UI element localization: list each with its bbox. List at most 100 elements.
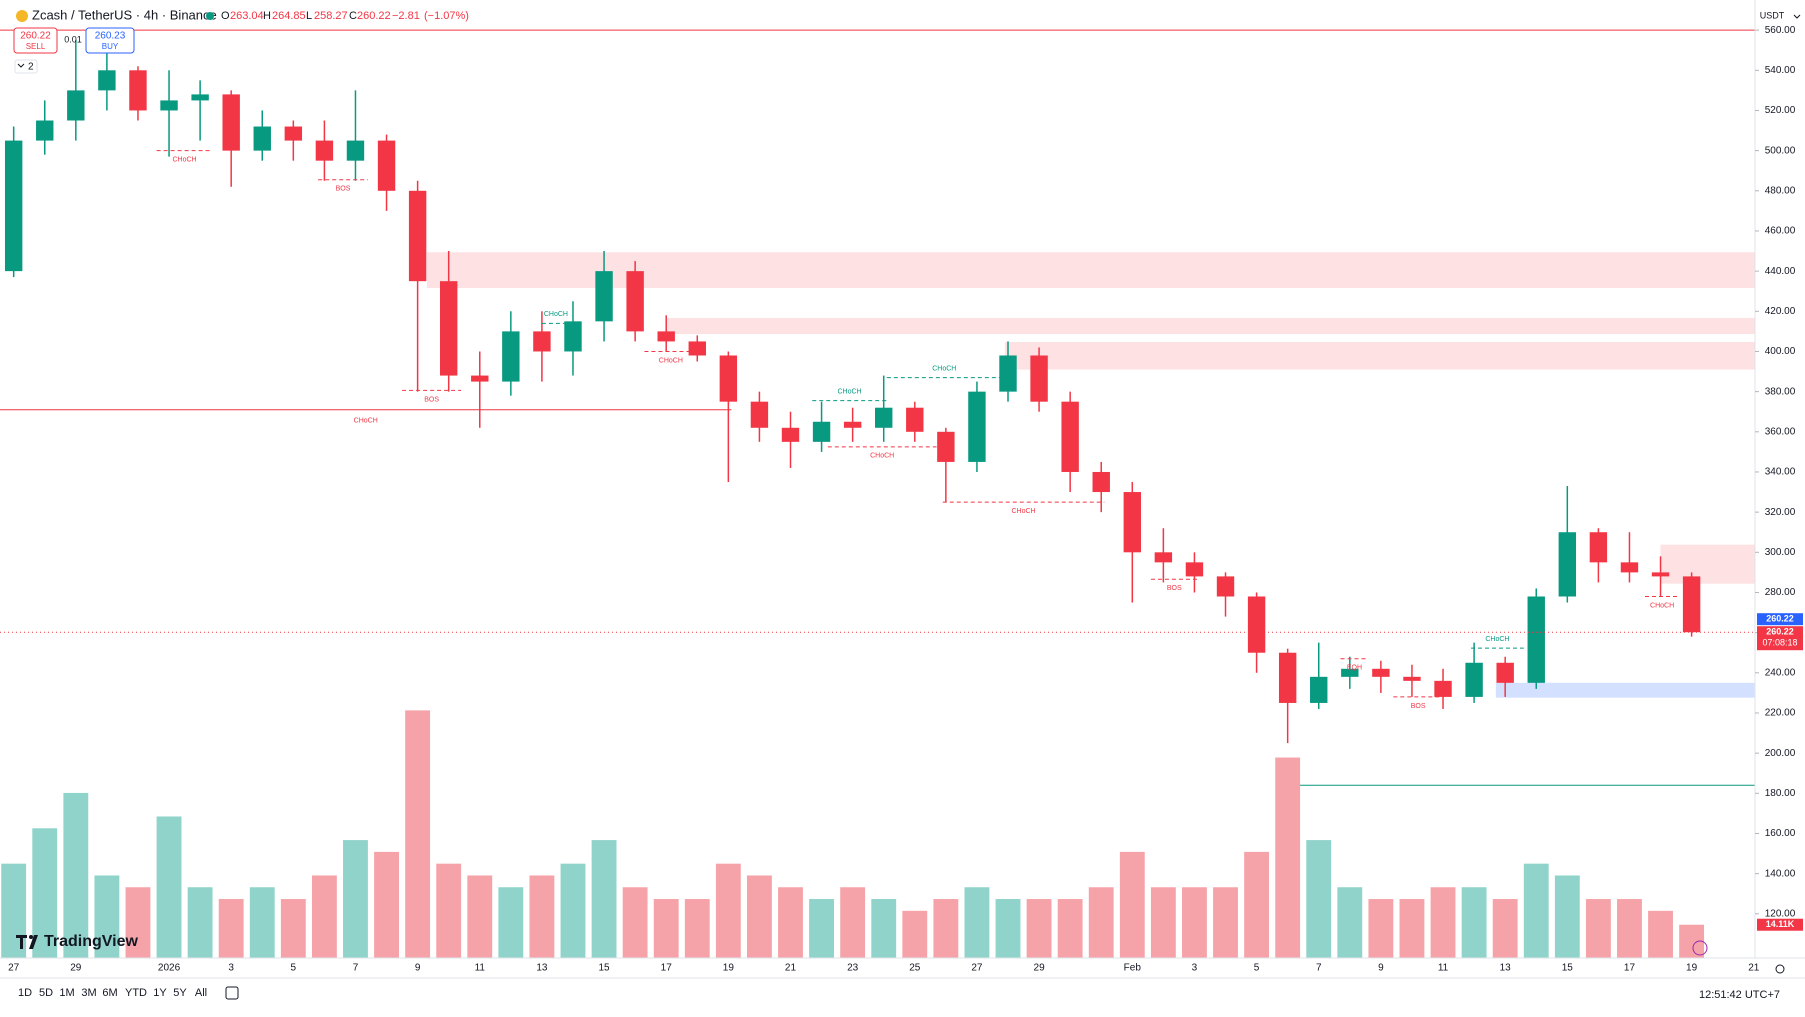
high-value: 264.85 (272, 10, 306, 22)
x-tick-label: 29 (1034, 963, 1046, 974)
x-tick-label: 5 (1254, 963, 1260, 974)
timeframe-button[interactable]: All (195, 987, 207, 999)
sell-button[interactable] (13, 27, 58, 54)
y-tick-label: 120.00 (1765, 908, 1796, 919)
spread: 0.01 (64, 34, 82, 44)
status-dot (206, 12, 214, 20)
volume-bar (280, 899, 306, 958)
candle-body (502, 331, 520, 382)
structure-label: BOS (336, 186, 351, 193)
currency[interactable]: USDT (1760, 10, 1785, 20)
candle-body (564, 321, 582, 352)
candle-body (1651, 572, 1670, 577)
structure-label: CHoCH (1011, 508, 1035, 515)
candle-body (1030, 355, 1048, 402)
sell-label[interactable]: SELL (26, 42, 46, 51)
timeframe-button[interactable]: 1M (59, 987, 74, 999)
date-range-icon[interactable] (225, 986, 239, 1000)
y-tick-label: 240.00 (1765, 667, 1796, 678)
timeframe-button[interactable]: 5Y (173, 987, 187, 999)
zone (1004, 342, 1755, 370)
y-tick-label: 440.00 (1765, 266, 1796, 277)
buy-label[interactable]: BUY (102, 42, 119, 51)
candle-body (377, 140, 396, 191)
volume-bar (1213, 887, 1238, 958)
timeframe-button[interactable]: 1D (18, 987, 32, 999)
volume-bar (1119, 851, 1145, 958)
y-tick-label: 280.00 (1765, 587, 1796, 598)
volume-bar (436, 863, 462, 958)
timeframe-button[interactable]: YTD (125, 987, 147, 999)
candle-body (781, 427, 800, 442)
y-tick-label: 220.00 (1765, 708, 1796, 719)
timeframe-button[interactable]: 6M (102, 987, 117, 999)
structure-label: CHoCH (173, 156, 197, 163)
zone (1660, 544, 1755, 584)
volume-bar (187, 887, 213, 958)
buy-button[interactable] (85, 27, 135, 54)
candle-body (595, 271, 613, 322)
structure-label: CHoCH (659, 357, 683, 364)
settings-icon[interactable] (1775, 964, 1785, 974)
timeframe-button[interactable]: 1Y (153, 987, 167, 999)
plot: CHoCH CHoCH BOS BOS CHoCH CHoCH CHoCH CHoCH CHoC… (0, 29, 1756, 958)
volume-bar (374, 851, 399, 958)
candle-body (253, 126, 271, 151)
y-tick-label: 200.00 (1765, 748, 1796, 759)
x-tick-label: 3 (228, 963, 234, 974)
x-tick-label: 5 (291, 963, 297, 974)
y-tick-label: 420.00 (1765, 306, 1796, 317)
open-label: O (221, 10, 230, 22)
volume-bar (1057, 899, 1083, 958)
y-tick-label: 160.00 (1765, 828, 1796, 839)
structure-label: CHoCH (544, 311, 568, 318)
x-tick-label: 13 (536, 963, 548, 974)
indicator-toggle[interactable] (14, 59, 38, 74)
candle-body (222, 94, 240, 151)
high-label: H (263, 10, 271, 22)
low-value: 258.27 (314, 10, 348, 22)
price-tag (1757, 626, 1803, 651)
candle-body (875, 407, 893, 428)
y-tick-label: 340.00 (1765, 467, 1796, 478)
chart-title: Zcash / TetherUS · 4h · Binance (32, 7, 217, 22)
candle-body (67, 90, 85, 121)
volume-bar (809, 899, 834, 958)
bid-tag-label: 260.22 (1766, 614, 1794, 624)
candle-body (906, 407, 924, 432)
indicator-count[interactable]: 2 (28, 62, 34, 73)
volume-bar (63, 792, 89, 958)
sell-price[interactable]: 260.22 (20, 31, 51, 42)
volume-bar (94, 875, 120, 958)
alert-icon[interactable] (1692, 940, 1708, 956)
x-tick-label: Feb (1124, 963, 1142, 974)
y-tick-label: 140.00 (1765, 868, 1796, 879)
x-tick-label: 23 (847, 963, 859, 974)
volume-bar (715, 863, 741, 958)
candle-body (626, 271, 644, 332)
timeframe-button[interactable]: 5D (39, 987, 53, 999)
zone (666, 317, 1755, 334)
candle-body (688, 341, 706, 356)
candle-body (750, 401, 769, 428)
countdown: 07:08:18 (1762, 638, 1797, 648)
timeframe-button[interactable]: 3M (81, 987, 96, 999)
logo-icon (16, 935, 38, 949)
candle-body (1682, 576, 1701, 633)
volume-bar (1617, 899, 1642, 958)
volume-bar (467, 875, 493, 958)
x-tick-label: 27 (971, 963, 983, 974)
volume-bar (622, 887, 648, 958)
candle-body (1372, 668, 1390, 677)
volume-bar (778, 887, 803, 958)
symbol-icon (16, 10, 28, 22)
buy-price[interactable]: 260.23 (95, 31, 126, 42)
zone (426, 252, 1756, 289)
candle-body (1496, 662, 1514, 683)
candle-body (968, 391, 986, 462)
candle-body (812, 421, 831, 442)
x-tick-label: 25 (909, 963, 921, 974)
logo-dot (29, 935, 33, 939)
